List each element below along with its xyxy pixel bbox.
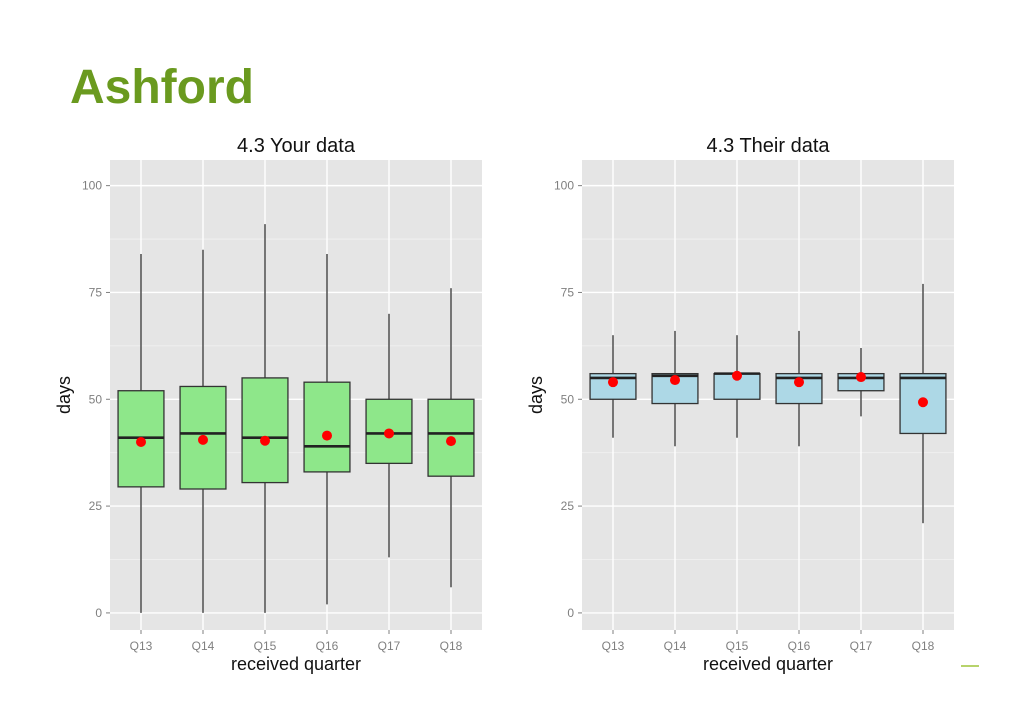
mean-point: [732, 370, 742, 381]
box-q13: [589, 335, 637, 438]
x-tick-label: Q14: [664, 639, 687, 653]
y-axis-label: days: [54, 376, 74, 414]
mean-point: [384, 428, 394, 439]
box-q16: [775, 330, 823, 447]
mean-point: [136, 437, 146, 447]
x-tick-label: Q15: [254, 639, 277, 653]
mean-point: [260, 435, 270, 446]
box-q13: [117, 254, 165, 613]
y-tick-label: 100: [82, 179, 102, 193]
chart-title: 4.3 Their data: [706, 135, 830, 157]
chart-panel-2: 4.3 Their data 0 25 50 75 100 Q13 Q14 Q15 Q16 Q17 Q…: [526, 135, 954, 674]
y-tick-label: 75: [89, 285, 103, 299]
x-axis-label: received quarter: [231, 654, 361, 674]
chart-panel-1: 4.3 Your data 0 25 50 75 100 Q13 Q14 Q15 Q16 Q17 Q1…: [54, 135, 482, 674]
box-q18: [899, 283, 947, 524]
y-tick-label: 0: [95, 606, 102, 620]
x-tick-label: Q16: [316, 639, 339, 653]
box-body: [241, 377, 289, 484]
x-tick-label: Q13: [602, 639, 625, 653]
y-tick-label: 0: [567, 606, 574, 620]
mean-point: [446, 436, 456, 447]
mean-point: [856, 372, 866, 383]
plot-background: [110, 160, 482, 630]
box-q14: [179, 249, 227, 613]
x-tick-label: Q14: [192, 639, 215, 653]
box-body: [303, 381, 351, 473]
x-tick-label: Q18: [912, 639, 935, 653]
mean-point: [918, 397, 928, 408]
box-body: [651, 372, 699, 405]
box-q17: [837, 348, 885, 417]
y-tick-label: 25: [561, 499, 575, 513]
y-tick-label: 100: [554, 179, 574, 193]
mean-point: [670, 375, 680, 386]
chart-title: 4.3 Your data: [237, 135, 356, 157]
x-axis-label: received quarter: [703, 654, 833, 674]
mean-point: [608, 377, 618, 388]
x-tick-label: Q18: [440, 639, 463, 653]
box-q17: [365, 313, 413, 558]
box-q14: [651, 330, 699, 447]
plot-background: [582, 160, 954, 630]
x-tick-label: Q17: [378, 639, 401, 653]
box-q15: [241, 224, 289, 613]
slide-corner-mark: [961, 665, 979, 667]
x-tick-label: Q16: [788, 639, 811, 653]
y-tick-label: 25: [89, 499, 103, 513]
y-tick-label: 75: [561, 285, 575, 299]
box-q18: [427, 288, 475, 588]
mean-point: [198, 434, 208, 445]
box-q15: [713, 335, 761, 438]
y-tick-label: 50: [561, 392, 575, 406]
box-q16: [303, 254, 351, 605]
y-axis-label: days: [526, 376, 546, 414]
x-tick-label: Q17: [850, 639, 873, 653]
mean-point: [794, 377, 804, 388]
x-tick-label: Q13: [130, 639, 153, 653]
mean-point: [322, 430, 332, 441]
page-title: Ashford: [70, 61, 254, 114]
x-tick-label: Q15: [726, 639, 749, 653]
y-tick-label: 50: [89, 392, 103, 406]
